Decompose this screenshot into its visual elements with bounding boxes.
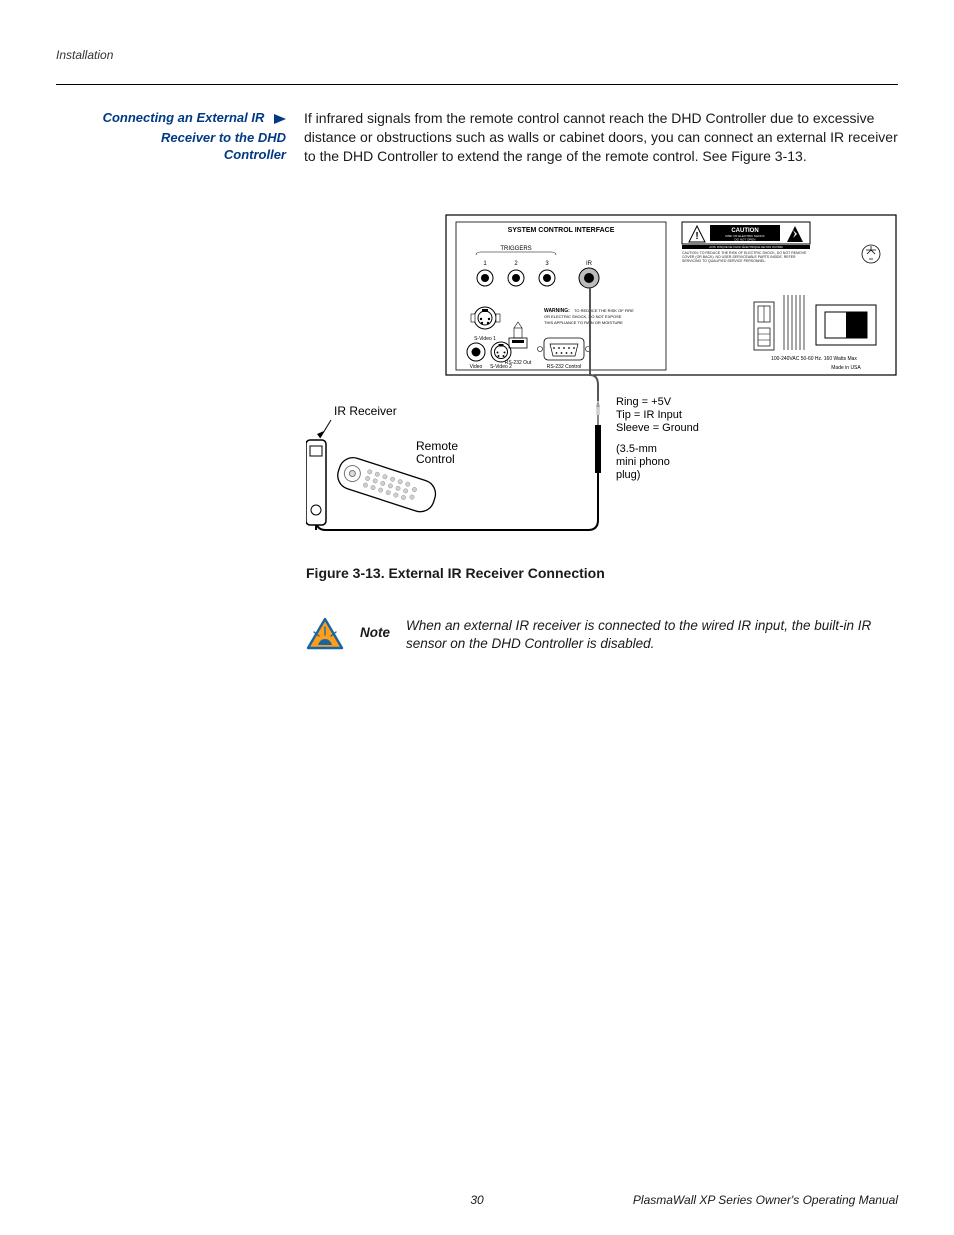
remote-label: Control [416,452,455,466]
body-paragraph: If infrared signals from the remote cont… [304,109,898,166]
manual-title: PlasmaWall XP Series Owner's Operating M… [633,1193,898,1207]
arrow-icon [274,111,286,129]
page: Installation Connecting an External IR R… [0,0,954,1235]
caution-body: CAUTION: TO REDUCE THE RISK OF ELECTRIC … [682,251,812,263]
callout-line: Receiver to the DHD [161,130,286,145]
phono-plug-icon [595,401,601,473]
callout-line: Controller [224,147,286,162]
mains-label: 100-240VAC 50-60 Hz. 160 Watts Max [771,356,857,362]
note-icon [306,617,344,654]
plug-legend: plug) [616,469,640,481]
ir-label: IR [586,261,593,267]
remote-label: Remote [416,439,458,453]
port-label: S-Video 2 [490,364,512,370]
warning-line: TO REDUCE THE RISK OF FIRE [574,308,634,313]
jack-legend: Tip = IR Input [616,409,682,421]
running-header: Installation [56,48,898,62]
port-label: Video [470,364,483,370]
warning-line: THIS APPLIANCE TO RAIN OR MOISTURE [544,320,623,325]
jack-legend: Sleeve = Ground [616,422,699,434]
made-in-label: Made in USA [831,365,861,371]
port-label: RS-232 Control [547,364,581,370]
warning-line: OR ELECTRIC SHOCK, DO NOT EXPOSE [544,314,622,319]
figure-caption: Figure 3-13. External IR Receiver Connec… [306,565,906,581]
callout-title: Connecting an External IR Receiver to th… [103,109,286,164]
header-rule [56,84,898,85]
body-column: If infrared signals from the remote cont… [304,109,898,180]
trigger-num: 2 [514,261,518,267]
sidebar-callout: Connecting an External IR Receiver to th… [56,109,286,180]
interface-title: SYSTEM CONTROL INTERFACE [508,227,615,234]
plug-legend: (3.5-mm [616,443,657,455]
figure-3-13: SYSTEM CONTROL INTERFACE TRIGGERS 1 2 3 … [306,210,906,581]
note-body: When an external IR receiver is connecte… [406,617,886,653]
ir-receiver-label: IR Receiver [334,404,397,418]
svg-text:!: ! [695,231,698,242]
callout-line: Connecting an External IR [103,110,265,125]
note-label: Note [360,617,390,640]
triggers-label: TRIGGERS [500,246,531,252]
avis-text: AVIS: RISQUE DE CHOC ÉLECTRIQUE-NE PAS O… [709,244,782,249]
note-block: Note When an external IR receiver is con… [306,617,898,654]
jack-legend: Ring = +5V [616,396,672,408]
content-columns: Connecting an External IR Receiver to th… [56,109,898,180]
trigger-num: 1 [483,261,487,267]
plug-legend: mini phono [616,456,670,468]
caution-sub: DO NOT OPEN [735,237,756,241]
trigger-num: 3 [545,261,549,267]
figure-svg: SYSTEM CONTROL INTERFACE TRIGGERS 1 2 3 … [306,210,906,540]
page-number: 30 [470,1193,483,1207]
port-label: S-Video 1 [474,336,496,342]
page-footer: 30 PlasmaWall XP Series Owner's Operatin… [56,1193,898,1207]
